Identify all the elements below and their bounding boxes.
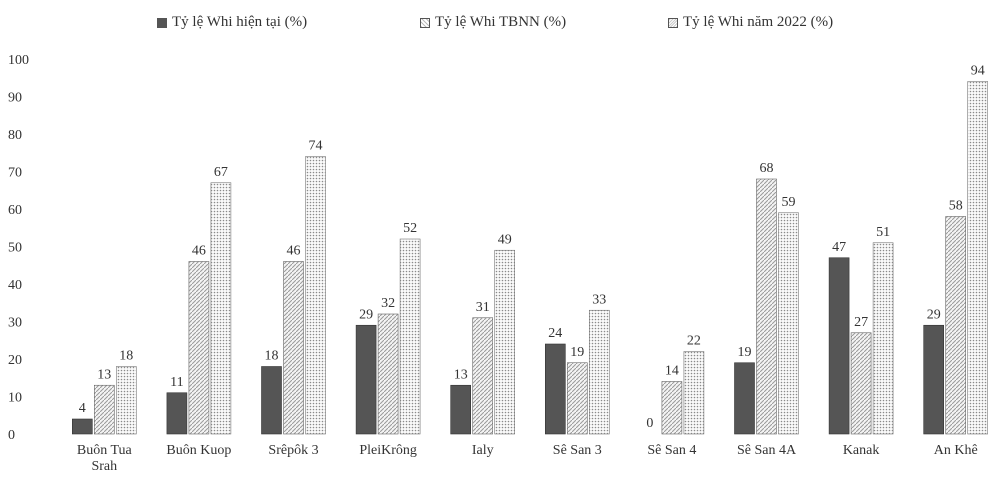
bar-series-2 — [588, 309, 610, 435]
data-label: 58 — [949, 199, 963, 214]
data-label: 13 — [454, 367, 468, 382]
x-tick-label: Buôn Tua Srah — [77, 443, 133, 474]
y-tick-label: 60 — [8, 203, 22, 218]
legend-item-tbnn: Tỷ lệ Whi TBNN (%) — [420, 14, 566, 31]
bar-series-0 — [166, 392, 188, 435]
bar-series-0 — [450, 384, 472, 435]
y-tick-label: 10 — [8, 391, 22, 406]
chart-legend: Tỷ lệ Whi hiện tại (%) Tỷ lệ Whi TBNN (%… — [0, 14, 1003, 38]
bar-series-2 — [778, 212, 799, 435]
data-label: 19 — [738, 345, 752, 360]
data-label: 27 — [854, 315, 868, 330]
bar-series-1 — [661, 381, 683, 435]
bar-series-0 — [828, 257, 850, 435]
bar-series-0 — [72, 418, 93, 435]
data-label: 18 — [119, 349, 133, 364]
x-axis: Buôn Tua Srah Buôn Kuop Srêpôk 3 PleiKrông Ia… — [77, 443, 978, 474]
bar-series-2 — [872, 242, 894, 435]
bar-series-1 — [188, 261, 210, 435]
data-label: 67 — [214, 165, 228, 180]
bar-series-0 — [923, 324, 945, 435]
bar-series-1 — [283, 261, 304, 435]
data-label: 59 — [782, 195, 796, 210]
legend-label-tbnn: Tỷ lệ Whi TBNN (%) — [435, 14, 567, 30]
bar-series-0 — [355, 324, 377, 435]
data-label: 46 — [287, 244, 301, 259]
legend-label-current: Tỷ lệ Whi hiện tại (%) — [172, 14, 308, 30]
x-tick-label: Sê San 4 — [647, 443, 696, 458]
bar-series-1 — [94, 384, 115, 435]
data-label: 11 — [170, 375, 183, 390]
bars-group: 4 13 18 11 46 67 18 46 74 29 32 52 13 31 49 24 19 33 0 14 22… — [72, 64, 989, 435]
bar-series-2 — [305, 156, 326, 435]
data-label: 29 — [927, 307, 941, 322]
y-tick-label: 0 — [8, 428, 15, 443]
data-label: 52 — [403, 221, 417, 236]
data-label: 68 — [760, 161, 774, 176]
data-label: 49 — [498, 232, 512, 247]
bar-series-2 — [494, 249, 516, 435]
legend-swatch-current — [157, 17, 167, 28]
bar-series-2 — [399, 238, 421, 435]
data-label: 51 — [876, 225, 890, 240]
bar-series-0 — [261, 366, 282, 435]
data-label: 0 — [646, 416, 653, 431]
y-tick-label: 90 — [8, 91, 22, 106]
data-label: 29 — [359, 307, 373, 322]
x-tick-label: Kanak — [843, 443, 880, 458]
bar-series-0 — [734, 362, 755, 435]
x-tick-label: Ialy — [472, 443, 494, 458]
x-tick-label: An Khê — [934, 443, 978, 458]
bar-series-1 — [566, 362, 588, 435]
x-tick-label: PleiKrông — [359, 443, 417, 458]
legend-item-2022: Tỷ lệ Whi năm 2022 (%) — [668, 14, 833, 31]
bar-series-0 — [544, 343, 566, 435]
data-label: 4 — [79, 401, 86, 416]
y-tick-label: 40 — [8, 278, 22, 293]
data-label: 32 — [381, 296, 395, 311]
bar-series-1 — [850, 332, 872, 435]
y-tick-label: 20 — [8, 353, 22, 368]
data-label: 33 — [592, 292, 606, 307]
legend-swatch-tbnn — [420, 17, 430, 28]
x-tick-label: Buôn Kuop — [166, 443, 231, 458]
data-label: 18 — [265, 349, 279, 364]
data-label: 94 — [971, 64, 985, 79]
y-tick-label: 50 — [8, 241, 22, 256]
bar-series-1 — [472, 317, 494, 435]
data-label: 47 — [832, 240, 846, 255]
y-tick-label: 100 — [8, 53, 29, 68]
bar-series-2 — [116, 366, 137, 435]
y-axis: 0 10 20 30 40 50 60 70 80 90 100 — [8, 53, 29, 443]
bar-series-2 — [210, 182, 232, 435]
data-label: 14 — [665, 364, 679, 379]
data-label: 22 — [687, 334, 701, 349]
data-label: 19 — [570, 345, 584, 360]
legend-swatch-2022 — [668, 17, 678, 28]
data-label: 74 — [309, 139, 323, 154]
data-label: 46 — [192, 244, 206, 259]
data-label: 13 — [97, 367, 111, 382]
bar-series-1 — [945, 216, 967, 435]
data-label: 31 — [476, 300, 490, 315]
y-tick-label: 70 — [8, 166, 22, 181]
data-label: 24 — [548, 326, 562, 341]
bar-series-2 — [967, 81, 989, 435]
legend-item-current: Tỷ lệ Whi hiện tại (%) — [157, 14, 307, 31]
bar-series-1 — [377, 313, 399, 435]
x-tick-label: Srêpôk 3 — [268, 443, 318, 458]
legend-label-2022: Tỷ lệ Whi năm 2022 (%) — [683, 14, 834, 30]
x-tick-label: Sê San 3 — [553, 443, 602, 458]
y-tick-label: 80 — [8, 128, 22, 143]
bar-series-1 — [756, 178, 777, 435]
y-tick-label: 30 — [8, 316, 22, 331]
x-tick-label: Sê San 4A — [737, 443, 797, 458]
bar-series-2 — [683, 351, 705, 435]
